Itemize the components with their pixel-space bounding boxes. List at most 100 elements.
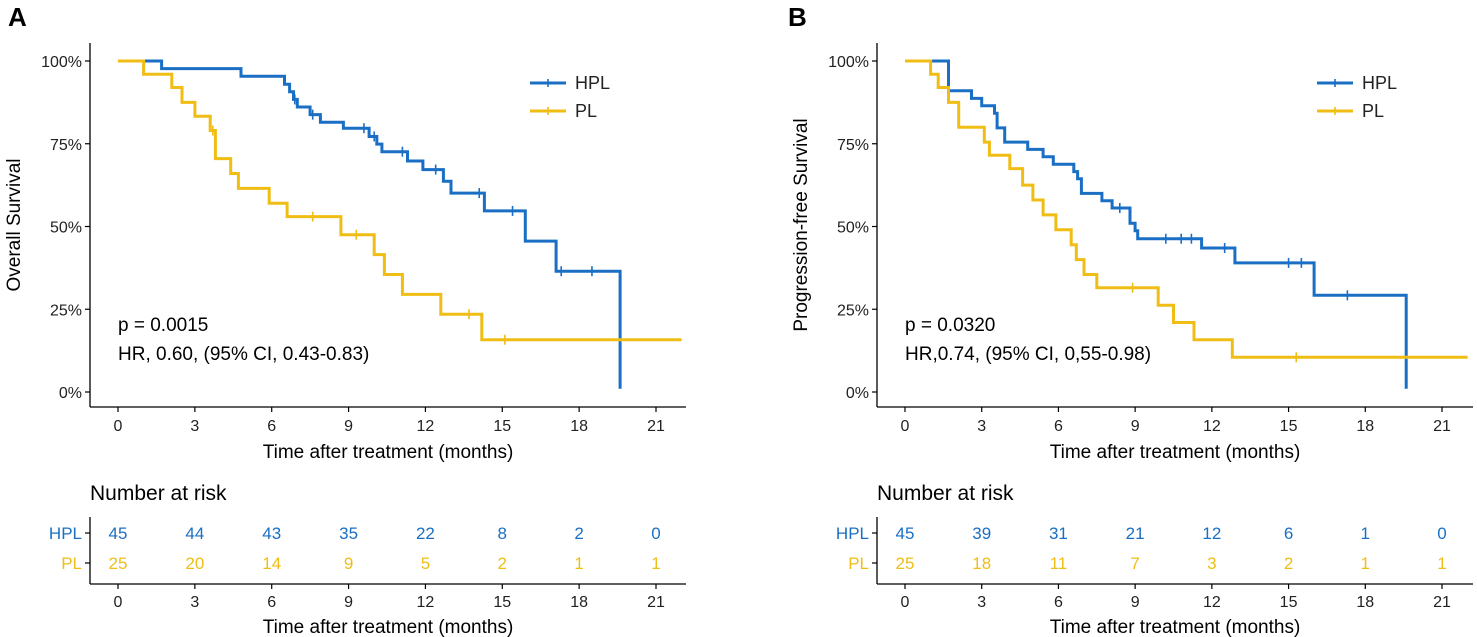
x-tick-label: 3	[977, 418, 986, 435]
legend-label-hpl: HPL	[1362, 73, 1397, 93]
risk-x-tick-label: 15	[1280, 594, 1298, 611]
risk-count-pl: 1	[651, 554, 660, 573]
risk-count-hpl: 2	[574, 524, 583, 543]
risk-count-pl: 9	[344, 554, 353, 573]
risk-count-pl: 25	[896, 554, 915, 573]
risk-count-hpl: 31	[1049, 524, 1068, 543]
y-tick-label: 75%	[50, 137, 82, 154]
y-tick-label: 0%	[846, 385, 869, 402]
risk-row-label-pl: PL	[61, 554, 82, 573]
risk-x-tick-label: 6	[267, 594, 276, 611]
risk-count-hpl: 45	[109, 524, 128, 543]
risk-count-pl: 25	[109, 554, 128, 573]
risk-count-hpl: 0	[1437, 524, 1446, 543]
x-tick-label: 18	[1356, 418, 1374, 435]
x-tick-label: 15	[493, 418, 511, 435]
risk-count-pl: 14	[262, 554, 281, 573]
y-tick-label: 100%	[828, 54, 869, 71]
x-tick-label: 15	[1280, 418, 1298, 435]
legend-label-hpl: HPL	[575, 73, 610, 93]
panel-label: A	[8, 2, 27, 32]
x-tick-label: 18	[570, 418, 588, 435]
risk-count-hpl: 8	[498, 524, 507, 543]
p-value-annotation: p = 0.0015	[118, 315, 208, 336]
x-axis-title: Time after treatment (months)	[1050, 442, 1301, 463]
risk-row-label-hpl: HPL	[49, 524, 82, 543]
risk-x-tick-label: 9	[1131, 594, 1140, 611]
km-curve-hpl	[905, 59, 1408, 389]
km-curve-hpl	[118, 59, 622, 389]
risk-count-hpl: 45	[896, 524, 915, 543]
km-curve-pl	[905, 59, 1468, 359]
risk-count-pl: 20	[185, 554, 204, 573]
x-tick-label: 21	[1433, 418, 1451, 435]
risk-count-hpl: 22	[416, 524, 435, 543]
x-tick-label: 12	[417, 418, 435, 435]
risk-table-title: Number at risk	[90, 482, 227, 505]
risk-x-tick-label: 12	[417, 594, 435, 611]
risk-x-tick-label: 3	[977, 594, 986, 611]
x-tick-label: 0	[901, 418, 910, 435]
risk-x-tick-label: 3	[190, 594, 199, 611]
risk-x-tick-label: 18	[1356, 594, 1374, 611]
y-tick-label: 50%	[837, 220, 869, 237]
risk-count-hpl: 39	[972, 524, 991, 543]
legend-label-pl: PL	[575, 101, 597, 121]
x-tick-label: 3	[190, 418, 199, 435]
km-curve-pl	[118, 59, 682, 342]
y-axis-title: Overall Survival	[4, 158, 25, 291]
p-value-annotation: p = 0.0320	[905, 315, 995, 336]
y-tick-label: 0%	[59, 385, 82, 402]
y-tick-label: 25%	[837, 302, 869, 319]
legend-label-pl: PL	[1362, 101, 1384, 121]
risk-count-pl: 1	[574, 554, 583, 573]
risk-x-tick-label: 0	[901, 594, 910, 611]
risk-count-pl: 2	[1284, 554, 1293, 573]
risk-x-axis-title: Time after treatment (months)	[1050, 617, 1301, 637]
x-tick-label: 12	[1203, 418, 1221, 435]
x-tick-label: 9	[344, 418, 353, 435]
risk-count-hpl: 1	[1361, 524, 1370, 543]
hazard-ratio-annotation: HR,0.74, (95% CI, 0,55-0.98)	[905, 344, 1151, 365]
risk-count-hpl: 43	[262, 524, 281, 543]
risk-count-hpl: 35	[339, 524, 358, 543]
risk-count-pl: 3	[1207, 554, 1216, 573]
y-tick-label: 50%	[50, 220, 82, 237]
risk-count-hpl: 6	[1284, 524, 1293, 543]
risk-count-pl: 1	[1361, 554, 1370, 573]
x-tick-label: 6	[267, 418, 276, 435]
panel-label: B	[788, 2, 807, 32]
risk-count-pl: 2	[498, 554, 507, 573]
x-tick-label: 0	[114, 418, 123, 435]
risk-count-hpl: 44	[185, 524, 204, 543]
risk-x-tick-label: 21	[1433, 594, 1451, 611]
risk-x-tick-label: 12	[1203, 594, 1221, 611]
y-axis-title: Progression-free Survival	[791, 118, 812, 331]
y-tick-label: 100%	[41, 54, 82, 71]
risk-count-pl: 5	[421, 554, 430, 573]
risk-x-tick-label: 15	[493, 594, 511, 611]
risk-x-tick-label: 18	[570, 594, 588, 611]
y-tick-label: 25%	[50, 302, 82, 319]
risk-count-hpl: 0	[651, 524, 660, 543]
risk-count-pl: 7	[1130, 554, 1139, 573]
risk-count-pl: 18	[972, 554, 991, 573]
risk-count-pl: 1	[1437, 554, 1446, 573]
x-axis-title: Time after treatment (months)	[263, 442, 514, 463]
y-tick-label: 75%	[837, 137, 869, 154]
risk-x-tick-label: 6	[1054, 594, 1063, 611]
risk-x-tick-label: 0	[114, 594, 123, 611]
risk-row-label-pl: PL	[848, 554, 869, 573]
x-tick-label: 21	[647, 418, 665, 435]
x-tick-label: 6	[1054, 418, 1063, 435]
risk-count-hpl: 12	[1202, 524, 1221, 543]
risk-x-tick-label: 21	[647, 594, 665, 611]
risk-count-pl: 11	[1050, 554, 1068, 573]
risk-x-axis-title: Time after treatment (months)	[263, 617, 514, 637]
risk-table-title: Number at risk	[877, 482, 1014, 505]
x-tick-label: 9	[1131, 418, 1140, 435]
risk-row-label-hpl: HPL	[836, 524, 869, 543]
